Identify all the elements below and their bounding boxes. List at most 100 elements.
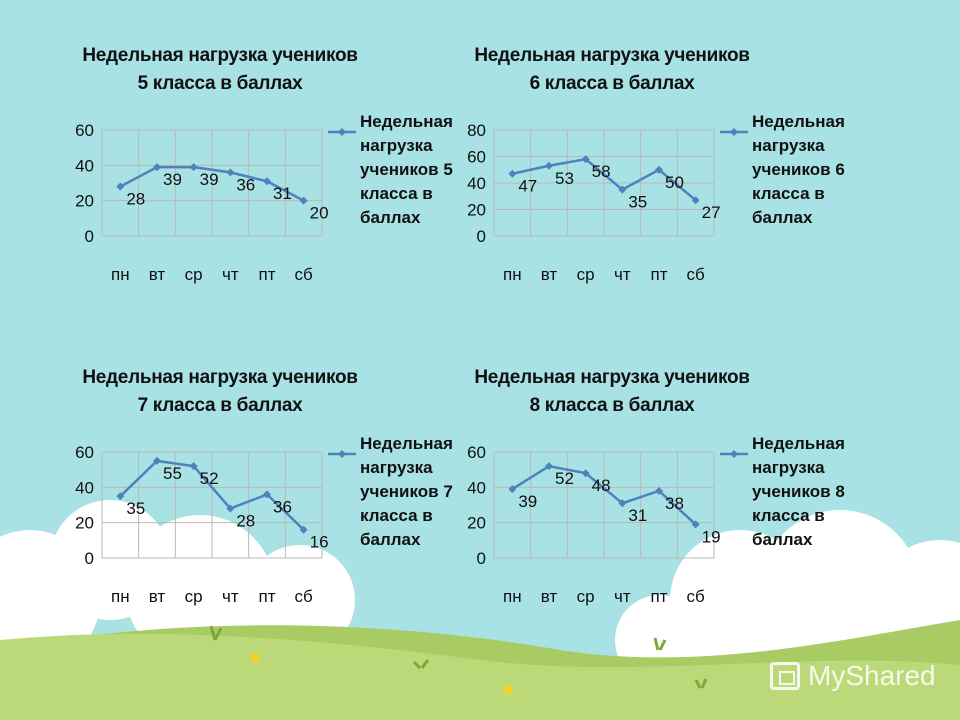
data-point xyxy=(226,504,235,513)
data-point xyxy=(153,456,161,465)
data-point xyxy=(691,520,700,529)
y-tick-label: 0 xyxy=(85,227,94,246)
chart-5-class: Недельная нагрузка учеников 5 класса в б… xyxy=(60,42,480,332)
data-point xyxy=(508,169,517,178)
data-point xyxy=(263,177,271,186)
data-label: 52 xyxy=(555,469,574,488)
data-point xyxy=(581,469,590,478)
y-tick-label: 40 xyxy=(467,174,486,193)
data-label: 16 xyxy=(310,533,329,552)
data-point xyxy=(545,161,553,170)
chart-title-line-1: Недельная нагрузка учеников xyxy=(82,45,358,66)
legend-marker xyxy=(730,450,738,458)
x-tick-label: сб xyxy=(687,587,706,606)
data-point xyxy=(153,163,161,172)
data-point xyxy=(545,462,553,471)
legend-marker xyxy=(730,128,738,136)
data-label: 28 xyxy=(236,512,255,531)
chart-title-line-2: 8 класса в баллах xyxy=(529,395,695,416)
chart-title-line-2: 6 класса в баллах xyxy=(529,73,695,94)
data-label: 38 xyxy=(665,494,684,513)
data-point xyxy=(618,499,627,508)
data-label: 36 xyxy=(236,175,255,194)
x-tick-label: пн xyxy=(111,587,130,606)
data-label: 31 xyxy=(273,184,292,203)
line-plot: 0 20 40 60 80 пн вт ср чт пт сб 47 53 58 35 50 27 xyxy=(467,121,748,284)
x-tick-label: сб xyxy=(295,587,314,606)
chart-title-line-2: 7 класса в баллах xyxy=(137,395,303,416)
data-label: 39 xyxy=(518,492,537,511)
line-plot: 0 20 40 60 пн вт ср чт пт сб 39 52 48 31 38 19 xyxy=(467,443,748,606)
chart-title: Недельная нагрузка учеников 7 класса в б… xyxy=(60,364,380,420)
y-tick-label: 20 xyxy=(75,192,94,211)
data-point xyxy=(116,492,125,501)
x-tick-label: ср xyxy=(185,587,203,606)
legend-marker xyxy=(338,128,346,136)
x-tick-label: чт xyxy=(614,587,631,606)
data-point xyxy=(116,182,125,191)
legend-label: Недельная нагрузка учеников 8 класса в б… xyxy=(752,434,845,549)
data-label: 31 xyxy=(628,506,647,525)
x-tick-label: вт xyxy=(149,265,166,284)
y-tick-label: 20 xyxy=(467,201,486,220)
data-label: 39 xyxy=(163,170,182,189)
y-tick-label: 80 xyxy=(467,121,486,140)
data-label: 35 xyxy=(628,193,647,212)
chart-title-line-1: Недельная нагрузка учеников xyxy=(474,45,750,66)
grass-hill-front xyxy=(0,633,960,720)
x-tick-label: вт xyxy=(149,587,166,606)
chart-6-class: Недельная нагрузка учеников 6 класса в б… xyxy=(452,42,872,332)
data-label: 20 xyxy=(310,204,329,223)
data-label: 28 xyxy=(126,190,145,209)
x-tick-label: ср xyxy=(577,265,595,284)
y-tick-label: 0 xyxy=(85,549,94,568)
y-tick-label: 40 xyxy=(75,478,94,497)
chart-title-line-1: Недельная нагрузка учеников xyxy=(474,367,750,388)
y-tick-label: 40 xyxy=(467,478,486,497)
data-point xyxy=(508,485,517,494)
chart-title: Недельная нагрузка учеников 5 класса в б… xyxy=(60,42,380,98)
y-tick-label: 20 xyxy=(467,514,486,533)
data-label: 53 xyxy=(555,169,574,188)
y-tick-label: 20 xyxy=(75,514,94,533)
y-tick-label: 60 xyxy=(467,148,486,167)
x-tick-label: пн xyxy=(503,265,522,284)
line-plot: 0 20 40 60 пн вт ср чт пт сб 35 55 52 28 36 16 xyxy=(75,443,356,606)
series-line xyxy=(511,464,697,526)
data-point xyxy=(655,486,663,495)
chart-title: Недельная нагрузка учеников 8 класса в б… xyxy=(452,364,772,420)
data-point xyxy=(263,490,271,499)
data-label: 50 xyxy=(665,173,684,192)
data-point xyxy=(299,196,308,205)
data-point xyxy=(189,163,198,172)
chart-title-line-2: 5 класса в баллах xyxy=(137,73,303,94)
x-tick-label: сб xyxy=(687,265,706,284)
chart-title-line-1: Недельная нагрузка учеников xyxy=(82,367,358,388)
watermark-text: MyShared xyxy=(808,660,936,691)
chart-7-class: Недельная нагрузка учеников 7 класса в б… xyxy=(60,364,480,654)
data-label: 52 xyxy=(200,469,219,488)
series-line xyxy=(119,459,305,531)
y-tick-label: 60 xyxy=(75,121,94,140)
x-tick-label: вт xyxy=(541,265,558,284)
data-label: 35 xyxy=(126,499,145,518)
y-tick-label: 40 xyxy=(75,156,94,175)
legend-label: Недельная нагрузка учеников 7 класса в б… xyxy=(360,434,453,549)
y-tick-label: 60 xyxy=(75,443,94,462)
watermark: MyShared xyxy=(770,658,936,694)
series-line xyxy=(119,165,305,202)
legend-label: Недельная нагрузка учеников 5 класса в б… xyxy=(360,112,453,227)
data-point xyxy=(691,196,700,205)
line-plot: 0 20 40 60 пн вт ср чт пт сб 28 39 39 36 31 20 xyxy=(75,121,356,284)
data-label: 47 xyxy=(518,177,537,196)
legend-marker xyxy=(338,450,346,458)
data-label: 58 xyxy=(592,162,611,181)
y-tick-label: 60 xyxy=(467,443,486,462)
y-tick-label: 0 xyxy=(477,227,486,246)
data-point xyxy=(299,525,308,534)
data-label: 48 xyxy=(592,476,611,495)
data-point xyxy=(581,155,590,164)
data-point xyxy=(189,462,198,471)
data-point xyxy=(226,168,235,177)
